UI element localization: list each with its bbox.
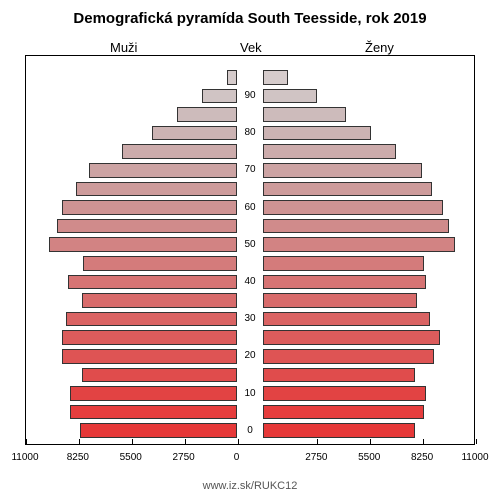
female-bar bbox=[263, 107, 345, 122]
x-tick-label: 0 bbox=[234, 452, 240, 463]
x-tick-mark bbox=[185, 439, 186, 444]
male-bar bbox=[49, 237, 237, 252]
female-bar bbox=[263, 275, 426, 290]
age-tick-label: 70 bbox=[237, 164, 264, 175]
male-bar bbox=[82, 293, 237, 308]
female-bar bbox=[263, 200, 443, 215]
x-tick-mark bbox=[317, 439, 318, 444]
x-tick-label: 2750 bbox=[305, 452, 327, 463]
female-bar bbox=[263, 89, 317, 104]
age-label: Vek bbox=[240, 40, 262, 55]
age-tick-label: 90 bbox=[237, 90, 264, 101]
male-bar bbox=[122, 144, 237, 159]
female-bar bbox=[263, 144, 395, 159]
male-bar bbox=[62, 330, 236, 345]
male-bar bbox=[202, 89, 236, 104]
female-bar bbox=[263, 237, 454, 252]
male-bar bbox=[62, 200, 236, 215]
male-bar bbox=[80, 423, 237, 438]
female-bar bbox=[263, 126, 370, 141]
age-tick-label: 50 bbox=[237, 239, 264, 250]
male-bar bbox=[76, 182, 237, 197]
male-bar bbox=[152, 126, 236, 141]
age-tick-label: 80 bbox=[237, 127, 264, 138]
female-bar bbox=[263, 330, 439, 345]
male-bar bbox=[70, 405, 237, 420]
male-bar bbox=[70, 386, 237, 401]
female-bar bbox=[263, 163, 422, 178]
x-tick-mark bbox=[79, 439, 80, 444]
age-tick-label: 10 bbox=[237, 388, 264, 399]
male-bar bbox=[82, 368, 237, 383]
female-bar bbox=[263, 368, 414, 383]
x-tick-mark bbox=[423, 439, 424, 444]
male-bar bbox=[57, 219, 237, 234]
age-tick-label: 60 bbox=[237, 202, 264, 213]
male-bar bbox=[62, 349, 236, 364]
x-tick-label: 2750 bbox=[173, 452, 195, 463]
female-bar bbox=[263, 182, 431, 197]
female-bar bbox=[263, 70, 288, 85]
age-tick-label: 0 bbox=[237, 425, 264, 436]
x-tick-mark bbox=[370, 439, 371, 444]
female-half bbox=[263, 56, 474, 444]
male-bar bbox=[83, 256, 236, 271]
male-bar bbox=[177, 107, 236, 122]
age-tick-label: 20 bbox=[237, 350, 264, 361]
x-tick-label: 5500 bbox=[120, 452, 142, 463]
x-tick-label: 5500 bbox=[358, 452, 380, 463]
x-tick-mark bbox=[26, 439, 27, 444]
age-axis: 0 10 20 30 40 50 60 70 80 90 bbox=[237, 56, 264, 444]
female-bar bbox=[263, 423, 414, 438]
age-tick-label: 30 bbox=[237, 313, 264, 324]
female-bar bbox=[263, 293, 416, 308]
source-caption: www.iz.sk/RUKC12 bbox=[0, 480, 500, 492]
male-bar bbox=[227, 70, 237, 85]
x-axis: 11000825055002750027505500825011000 bbox=[25, 450, 475, 470]
female-bar bbox=[263, 405, 424, 420]
x-tick-mark bbox=[238, 439, 239, 444]
female-bar bbox=[263, 219, 449, 234]
x-tick-mark bbox=[132, 439, 133, 444]
female-bar bbox=[263, 349, 433, 364]
x-tick-label: 11000 bbox=[461, 452, 488, 463]
x-tick-label: 8250 bbox=[67, 452, 89, 463]
female-label: Ženy bbox=[365, 40, 394, 55]
male-label: Muži bbox=[110, 40, 137, 55]
male-bar bbox=[89, 163, 236, 178]
x-tick-label: 8250 bbox=[411, 452, 433, 463]
female-bar bbox=[263, 312, 430, 327]
x-tick-label: 11000 bbox=[11, 452, 38, 463]
male-bar bbox=[66, 312, 236, 327]
male-half bbox=[26, 56, 237, 444]
female-bar bbox=[263, 256, 424, 271]
x-tick-mark bbox=[476, 439, 477, 444]
male-bar bbox=[68, 275, 236, 290]
chart-container: Demografická pyramída South Teesside, ro… bbox=[0, 0, 500, 500]
chart-title: Demografická pyramída South Teesside, ro… bbox=[0, 10, 500, 27]
chart-plot-area: 0 10 20 30 40 50 60 70 80 90 bbox=[25, 55, 475, 445]
female-bar bbox=[263, 386, 426, 401]
age-tick-label: 40 bbox=[237, 276, 264, 287]
